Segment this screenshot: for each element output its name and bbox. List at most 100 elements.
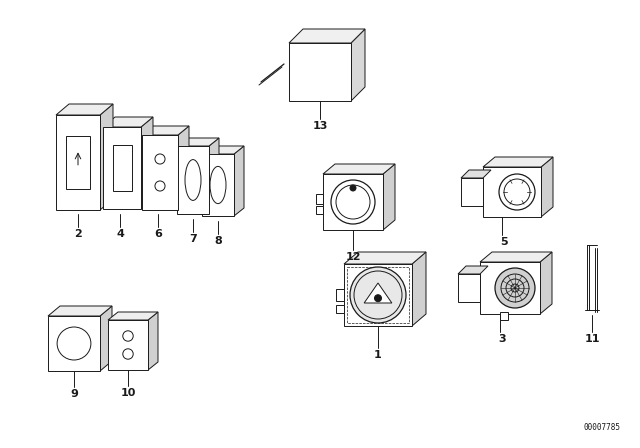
Polygon shape xyxy=(141,117,153,209)
Polygon shape xyxy=(412,252,426,326)
Ellipse shape xyxy=(210,166,226,203)
Polygon shape xyxy=(412,252,426,326)
Text: 10: 10 xyxy=(120,388,136,398)
Text: 11: 11 xyxy=(584,334,600,344)
Bar xyxy=(113,146,131,190)
Polygon shape xyxy=(209,138,219,214)
Bar xyxy=(66,136,90,189)
Polygon shape xyxy=(202,146,244,154)
Polygon shape xyxy=(48,306,112,316)
Text: 8: 8 xyxy=(214,236,222,246)
Polygon shape xyxy=(56,104,113,115)
Circle shape xyxy=(374,295,381,302)
Bar xyxy=(316,206,323,214)
Circle shape xyxy=(350,185,356,191)
Text: 7: 7 xyxy=(189,234,197,244)
Circle shape xyxy=(155,181,165,191)
Polygon shape xyxy=(364,283,392,303)
Polygon shape xyxy=(177,138,219,146)
Polygon shape xyxy=(100,306,112,371)
Ellipse shape xyxy=(57,327,91,360)
Bar xyxy=(336,305,344,313)
Polygon shape xyxy=(344,252,426,264)
Polygon shape xyxy=(141,117,153,209)
Text: 4: 4 xyxy=(116,229,124,239)
Polygon shape xyxy=(103,117,153,127)
Polygon shape xyxy=(178,126,189,210)
Polygon shape xyxy=(108,312,158,320)
Circle shape xyxy=(504,179,530,205)
Circle shape xyxy=(123,349,133,359)
Polygon shape xyxy=(383,164,395,230)
Polygon shape xyxy=(351,29,365,101)
Text: 2: 2 xyxy=(74,229,82,239)
Polygon shape xyxy=(344,252,426,264)
Polygon shape xyxy=(234,146,244,216)
Polygon shape xyxy=(483,157,553,167)
Bar xyxy=(108,320,148,370)
Polygon shape xyxy=(209,138,219,214)
Polygon shape xyxy=(289,29,365,43)
Text: 12: 12 xyxy=(345,252,361,262)
Bar xyxy=(48,316,100,371)
Polygon shape xyxy=(483,157,553,167)
Circle shape xyxy=(499,174,535,210)
Ellipse shape xyxy=(185,159,201,200)
Polygon shape xyxy=(323,164,395,174)
Circle shape xyxy=(331,180,375,224)
Polygon shape xyxy=(202,146,244,154)
Polygon shape xyxy=(48,306,112,316)
Bar xyxy=(316,194,323,204)
Bar xyxy=(177,146,209,214)
Polygon shape xyxy=(103,117,153,127)
Polygon shape xyxy=(541,157,553,217)
Polygon shape xyxy=(383,164,395,230)
Bar xyxy=(56,115,100,210)
Polygon shape xyxy=(100,104,113,210)
Polygon shape xyxy=(351,29,365,101)
Polygon shape xyxy=(540,252,552,314)
Text: 9: 9 xyxy=(70,389,78,399)
Polygon shape xyxy=(108,312,158,320)
Polygon shape xyxy=(323,164,395,174)
Bar xyxy=(142,135,178,210)
Text: 6: 6 xyxy=(154,229,162,239)
Text: 5: 5 xyxy=(500,237,508,247)
Polygon shape xyxy=(142,126,189,135)
Circle shape xyxy=(495,268,535,308)
Bar xyxy=(103,127,141,209)
Bar xyxy=(461,178,483,206)
Polygon shape xyxy=(541,157,553,217)
Polygon shape xyxy=(148,312,158,370)
Bar xyxy=(480,262,540,314)
Circle shape xyxy=(336,185,370,219)
Circle shape xyxy=(354,271,402,319)
Polygon shape xyxy=(458,266,488,274)
Polygon shape xyxy=(100,104,113,210)
Polygon shape xyxy=(178,126,189,210)
Polygon shape xyxy=(480,252,552,262)
Bar xyxy=(323,174,383,230)
Polygon shape xyxy=(458,266,488,274)
Bar xyxy=(202,154,234,216)
Bar xyxy=(336,289,344,301)
Bar xyxy=(347,267,409,323)
Polygon shape xyxy=(177,138,219,146)
Polygon shape xyxy=(234,146,244,216)
Polygon shape xyxy=(56,104,113,115)
Text: 00007785: 00007785 xyxy=(583,423,620,432)
Polygon shape xyxy=(142,126,189,135)
Circle shape xyxy=(123,331,133,341)
Polygon shape xyxy=(461,170,491,178)
Polygon shape xyxy=(148,312,158,370)
Text: 3: 3 xyxy=(498,334,506,344)
Circle shape xyxy=(155,154,165,164)
Bar xyxy=(289,43,351,101)
Bar xyxy=(344,264,412,326)
Bar xyxy=(483,167,541,217)
Polygon shape xyxy=(480,252,552,262)
Circle shape xyxy=(350,267,406,323)
Bar xyxy=(500,312,508,320)
Polygon shape xyxy=(289,29,365,43)
Polygon shape xyxy=(461,170,491,178)
